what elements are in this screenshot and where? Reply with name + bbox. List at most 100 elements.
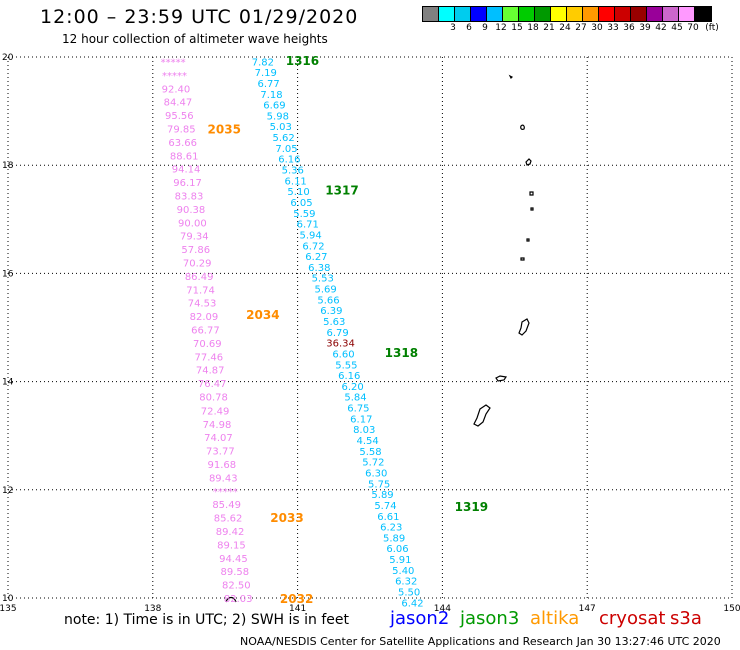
legend-swatch	[599, 7, 615, 21]
legend-swatch	[503, 7, 519, 21]
legend-label: 3	[450, 23, 456, 33]
wave-height-value: 83.83	[175, 191, 204, 202]
pass-number-label: 1317	[325, 184, 358, 198]
legend-label: 24	[559, 23, 571, 33]
wave-height-value: 6.17	[350, 414, 372, 425]
legend-label: 6	[466, 23, 472, 33]
legend-label: 70	[687, 23, 699, 33]
wave-height-value: 5.58	[359, 447, 381, 458]
y-tick-label: 18	[2, 161, 14, 171]
wave-height-value: 66.77	[191, 326, 220, 337]
wave-height-value: 8.03	[353, 425, 375, 436]
legend-label: 18	[527, 23, 539, 33]
wave-height-value: 89.42	[216, 527, 245, 538]
wave-height-value: 5.91	[389, 555, 411, 566]
pass-number-label: 1318	[385, 346, 418, 360]
pass-number-label: 1316	[286, 54, 319, 68]
legend-label: 21	[543, 23, 555, 33]
wave-height-value: 6.16	[278, 155, 300, 166]
island-outline	[495, 375, 508, 382]
legend-swatch	[551, 7, 567, 21]
sat-label-jason3: jason3	[460, 608, 520, 629]
legend-swatch	[663, 7, 679, 21]
wave-height-value: 5.62	[272, 133, 294, 144]
wave-height-value: 63.66	[168, 138, 197, 149]
island-outline	[526, 238, 530, 242]
wave-height-value: 74.53	[188, 299, 217, 310]
wave-height-value: 79.85	[167, 124, 196, 135]
pass-number-label: 2032	[280, 592, 313, 606]
legend-label: 33	[607, 23, 619, 33]
y-tick-label: 16	[2, 269, 14, 279]
sat-label-altika: altika	[530, 608, 580, 629]
wave-height-value: 74.87	[196, 366, 225, 377]
wave-height-value: 88.61	[170, 151, 199, 162]
wave-height-value: 6.05	[290, 198, 312, 209]
wave-height-value: 5.72	[362, 458, 384, 469]
legend-label: 9	[482, 23, 488, 33]
wave-height-value: 90.00	[178, 219, 207, 230]
wave-height-value: 70.69	[193, 339, 222, 350]
y-tick-label: 14	[2, 378, 14, 388]
wave-height-value: 5.63	[323, 317, 345, 328]
wave-height-value: 5.89	[383, 533, 405, 544]
wave-height-value: 5.75	[368, 479, 390, 490]
legend-label: 15	[511, 23, 523, 33]
wave-height-value: 6.11	[285, 176, 307, 187]
island-outline	[225, 596, 237, 603]
wave-height-value: 82.03	[224, 594, 253, 605]
wave-height-value: 6.39	[320, 306, 342, 317]
wave-height-value: 5.50	[398, 588, 420, 599]
wave-height-value: *****	[161, 57, 186, 68]
wave-height-value: 79.34	[180, 232, 209, 243]
wave-height-value: 5.59	[293, 209, 315, 220]
y-tick-label: 20	[2, 53, 14, 63]
wave-height-value: 5.74	[374, 501, 396, 512]
wave-height-value: 5.66	[317, 295, 339, 306]
wave-height-value: 80.78	[199, 393, 228, 404]
wave-height-value: 71.74	[186, 286, 215, 297]
island-outline	[508, 74, 514, 80]
wave-height-value: 70.29	[183, 259, 212, 270]
wave-height-value: 6.42	[401, 598, 423, 609]
legend-swatch	[695, 7, 711, 21]
island-outline	[529, 191, 534, 196]
island-outline	[518, 318, 530, 336]
wave-height-value: 6.32	[395, 577, 417, 588]
credit-line: NOAA/NESDIS Center for Satellite Applica…	[240, 635, 721, 648]
x-tick-label: 147	[579, 604, 596, 614]
x-tick-label: 150	[723, 604, 740, 614]
wave-height-value: 5.89	[371, 490, 393, 501]
pass-number-label: 2033	[270, 511, 303, 525]
legend-swatch	[535, 7, 551, 21]
wave-height-value: 76.47	[198, 379, 227, 390]
wave-height-value: 6.75	[347, 404, 369, 415]
wave-height-value: 91.68	[208, 460, 237, 471]
sat-label-jason2: jason2	[390, 608, 450, 629]
wave-height-value: 84.47	[164, 97, 193, 108]
wave-height-value: 89.43	[209, 473, 238, 484]
wave-height-value: 85.49	[212, 500, 241, 511]
x-tick-label: 138	[144, 604, 161, 614]
legend-swatch	[471, 7, 487, 21]
wave-height-value: 94.45	[219, 554, 248, 565]
legend-swatch	[647, 7, 663, 21]
island-outline	[520, 124, 525, 130]
legend-swatch	[631, 7, 647, 21]
wave-height-value: 96.17	[173, 178, 202, 189]
wave-height-value: 94.14	[172, 164, 201, 175]
sat-label-s3a: s3a	[670, 608, 702, 629]
island-outline	[525, 158, 532, 166]
x-tick-label: 144	[434, 604, 451, 614]
wave-height-value: 6.71	[297, 220, 319, 231]
wave-height-value: 6.61	[377, 512, 399, 523]
wave-height-value: 5.69	[314, 285, 336, 296]
wave-height-value: 6.69	[263, 101, 285, 112]
page-subtitle: 12 hour collection of altimeter wave hei…	[62, 32, 328, 46]
legend-label: 27	[575, 23, 587, 33]
legend-swatch	[679, 7, 695, 21]
x-tick-label: 141	[289, 604, 306, 614]
color-scale-legend	[422, 6, 712, 22]
wave-height-value: *****	[162, 71, 187, 82]
wave-height-value: 57.86	[181, 245, 210, 256]
